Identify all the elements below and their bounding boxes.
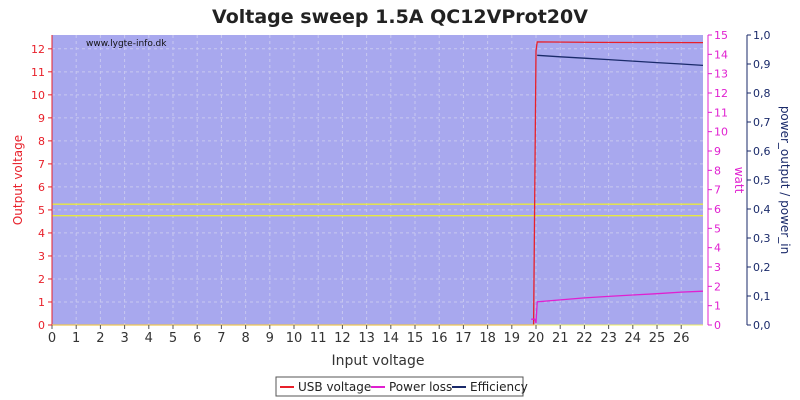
y-right-watt-tick-label: 14: [714, 48, 728, 61]
y-right-watt-tick-label: 0: [714, 319, 721, 332]
x-tick-label: 4: [145, 331, 153, 346]
x-tick-label: 6: [193, 331, 201, 346]
x-tick-label: 18: [479, 331, 496, 346]
y-left-tick-label: 11: [31, 66, 45, 79]
x-tick-label: 10: [286, 331, 303, 346]
y-right-efficiency-tick-label: 0,7: [753, 116, 771, 129]
x-tick-label: 22: [576, 331, 593, 346]
y-left-tick-label: 5: [38, 204, 45, 217]
y-right-watt-tick-label: 15: [714, 29, 728, 42]
watermark: www.lygte-info.dk: [86, 39, 167, 49]
y-left-tick-label: 12: [31, 43, 45, 56]
y-right-efficiency-tick-label: 1,0: [753, 29, 771, 42]
series-line-power-loss: [531, 290, 704, 324]
x-tick-label: 13: [358, 331, 375, 346]
grid: [51, 35, 703, 326]
y-left-tick-label: 6: [38, 181, 45, 194]
y-right-efficiency-tick-label: 0,6: [753, 145, 771, 158]
y-right-watt-tick-label: 3: [714, 261, 721, 274]
legend-label: USB voltage: [298, 380, 371, 394]
y-right-watt-tick-label: 5: [714, 222, 721, 235]
legend-label: Power loss: [389, 380, 452, 394]
y-right-watt-tick-label: 12: [714, 87, 728, 100]
y-right-efficiency-tick-label: 0,9: [753, 58, 771, 71]
y-right-efficiency-tick-label: 0,5: [753, 174, 771, 187]
y-left-tick-label: 1: [38, 296, 45, 309]
y-left-tick-label: 4: [38, 227, 45, 240]
y-left-axis-title: Output voltage: [11, 135, 25, 225]
x-tick-label: 14: [383, 331, 400, 346]
y-right-watt-tick-label: 1: [714, 300, 721, 313]
x-tick-label: 7: [217, 331, 225, 346]
y-right-watt-tick-label: 8: [714, 164, 721, 177]
y-left-tick-label: 8: [38, 135, 45, 148]
x-tick-label: 16: [431, 331, 448, 346]
y-right-watt-tick-label: 9: [714, 145, 721, 158]
x-tick-label: 12: [334, 331, 351, 346]
legend: USB voltage Power loss Efficiency: [275, 376, 528, 397]
x-tick-label: 8: [241, 331, 249, 346]
y-left-tick-label: 0: [38, 319, 45, 332]
y-left-tick-label: 3: [38, 250, 45, 263]
x-tick-label: 11: [310, 331, 327, 346]
y-right-efficiency-tick-label: 0,3: [753, 232, 771, 245]
x-tick-label: 0: [48, 331, 56, 346]
y-right-watt-tick-label: 11: [714, 106, 728, 119]
x-tick-label: 17: [455, 331, 472, 346]
y-right-watt-tick-label: 2: [714, 280, 721, 293]
y-right-watt-axis-title: watt: [732, 167, 746, 194]
x-tick-label: 25: [649, 331, 666, 346]
x-axis-title: Input voltage: [331, 353, 424, 369]
x-tick-label: 21: [552, 331, 569, 346]
plot-area: [52, 35, 703, 325]
x-tick-label: 5: [169, 331, 177, 346]
y-left-tick-label: 9: [38, 112, 45, 125]
y-right-efficiency-tick-label: 0,0: [753, 319, 771, 332]
y-right-watt-tick-label: 7: [714, 184, 721, 197]
chart-title: Voltage sweep 1.5A QC12VProt20V: [212, 6, 588, 28]
axes: 0 1 2 3 4 5 6 7 8 9 10 11 12 13 14 15 16 17 18 19 20 21 22 23 24…: [31, 29, 771, 346]
y-left-tick-label: 2: [38, 273, 45, 286]
x-tick-label: 3: [120, 331, 128, 346]
y-right-efficiency-axis-title: power_output / power_in: [778, 106, 792, 254]
y-right-efficiency-tick-label: 0,4: [753, 203, 771, 216]
x-tick-label: 26: [673, 331, 690, 346]
x-tick-label: 19: [504, 331, 521, 346]
y-right-watt-tick-label: 13: [714, 68, 728, 81]
legend-label: Efficiency: [470, 380, 528, 394]
x-tick-label: 15: [407, 331, 424, 346]
x-tick-label: 9: [266, 331, 274, 346]
y-right-efficiency-tick-label: 0,2: [753, 261, 771, 274]
x-tick-label: 23: [600, 331, 617, 346]
x-tick-label: 2: [96, 331, 104, 346]
x-tick-label: 24: [625, 331, 642, 346]
y-right-watt-tick-label: 4: [714, 242, 721, 255]
legend-box: [275, 376, 524, 397]
y-left-tick-label: 10: [31, 89, 45, 102]
series-line-efficiency: [537, 54, 704, 67]
x-tick-label: 20: [528, 331, 545, 346]
y-right-efficiency-tick-label: 0,1: [753, 290, 771, 303]
y-right-efficiency-tick-label: 0,8: [753, 87, 771, 100]
y-left-tick-label: 7: [38, 158, 45, 171]
y-right-watt-tick-label: 10: [714, 126, 728, 139]
x-tick-label: 1: [72, 331, 80, 346]
reference-lines: [52, 203, 703, 217]
y-right-watt-tick-label: 6: [714, 203, 721, 216]
